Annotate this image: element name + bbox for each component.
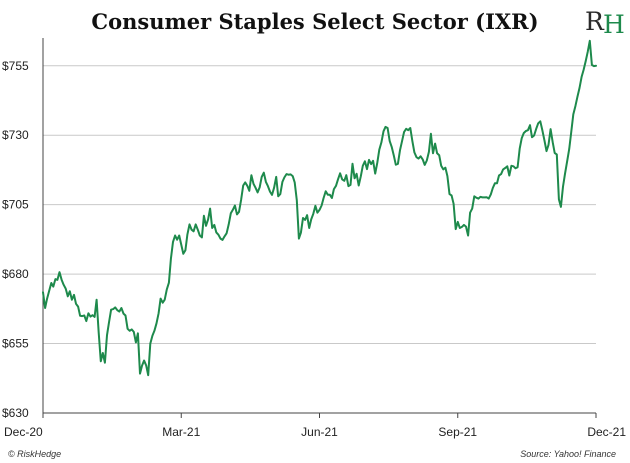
copyright-note: © RiskHedge bbox=[8, 449, 61, 459]
x-tick-label: Dec-21 bbox=[587, 425, 626, 439]
x-tick-label: Jun-21 bbox=[301, 425, 338, 439]
axes bbox=[42, 38, 596, 414]
gridlines bbox=[43, 65, 596, 345]
price-line bbox=[42, 39, 597, 377]
y-tick-label: $730 bbox=[2, 128, 29, 142]
y-tick-label: $755 bbox=[2, 59, 29, 73]
brand-logo-h: H bbox=[603, 10, 625, 39]
y-tick-label: $705 bbox=[2, 198, 29, 212]
x-tick-label: Sep-21 bbox=[438, 425, 477, 439]
series-layer bbox=[42, 39, 597, 377]
chart-title: Consumer Staples Select Sector (IXR) bbox=[91, 9, 538, 34]
y-tick-label: $655 bbox=[2, 337, 29, 351]
brand-logo-r: R bbox=[585, 7, 605, 36]
y-tick-labels: $630 $655 $680 $705 $730 $755 bbox=[2, 59, 29, 420]
x-tick-label: Dec-20 bbox=[4, 425, 43, 439]
y-tick-label: $680 bbox=[2, 267, 29, 281]
x-tick-label: Mar-21 bbox=[162, 425, 200, 439]
brand-logo: R H bbox=[585, 7, 625, 39]
y-tick-label: $630 bbox=[2, 406, 29, 420]
source-note: Source: Yahoo! Finance bbox=[520, 449, 616, 459]
x-tick-labels: Dec-20 Mar-21 Jun-21 Sep-21 Dec-21 bbox=[4, 413, 626, 439]
